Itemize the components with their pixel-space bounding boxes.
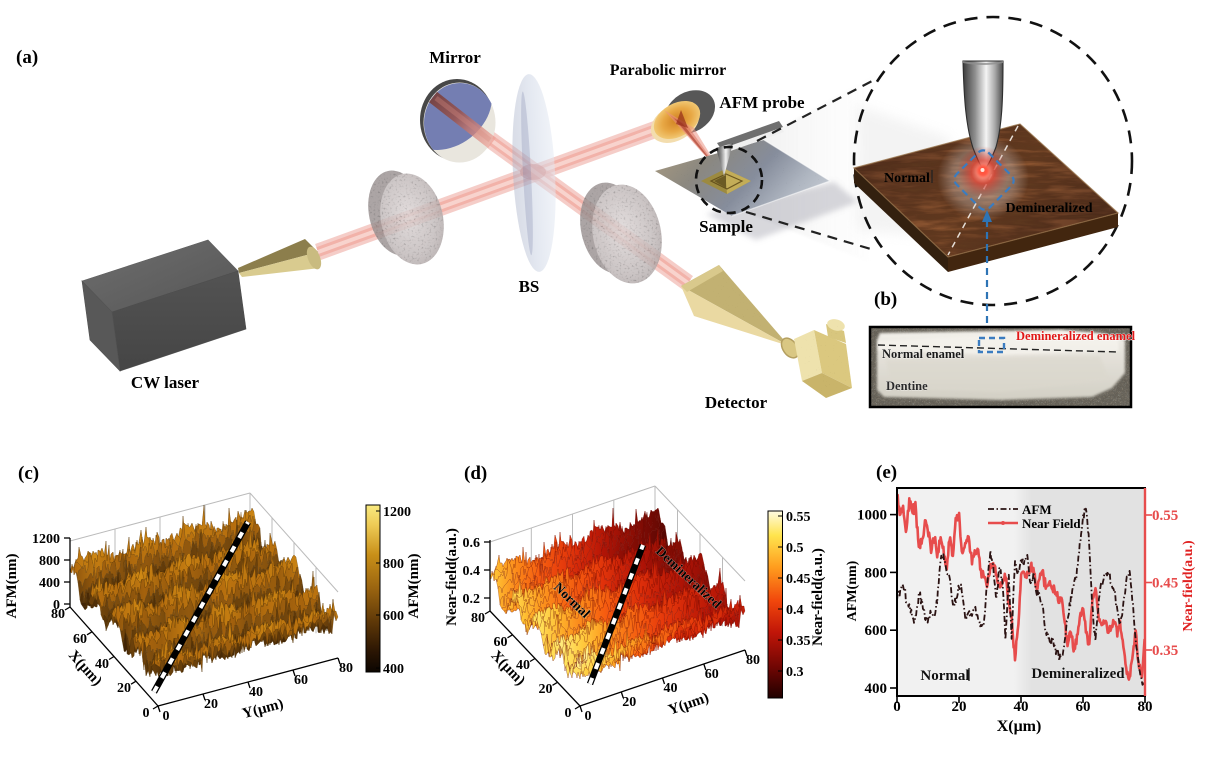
svg-text:(b): (b) bbox=[874, 289, 897, 310]
svg-text:Demineralized: Demineralized bbox=[1005, 201, 1092, 216]
svg-text:20: 20 bbox=[117, 681, 131, 696]
svg-text:80: 80 bbox=[1138, 699, 1153, 715]
svg-text:Near-field(a.u.): Near-field(a.u.) bbox=[1181, 540, 1196, 632]
svg-text:40: 40 bbox=[249, 685, 263, 700]
svg-text:60: 60 bbox=[73, 632, 87, 647]
svg-text:80: 80 bbox=[339, 661, 353, 676]
svg-text:Sample: Sample bbox=[699, 217, 753, 236]
svg-text:400: 400 bbox=[383, 662, 404, 677]
svg-text:0: 0 bbox=[163, 709, 170, 724]
svg-text:20: 20 bbox=[539, 682, 553, 697]
svg-text:800: 800 bbox=[865, 565, 888, 581]
svg-text:40: 40 bbox=[1014, 699, 1029, 715]
svg-text:40: 40 bbox=[516, 658, 530, 673]
svg-text:CW laser: CW laser bbox=[131, 373, 200, 392]
svg-text:AFM: AFM bbox=[1022, 502, 1052, 517]
svg-text:80: 80 bbox=[471, 611, 485, 626]
svg-text:Near Field: Near Field bbox=[1022, 516, 1081, 531]
svg-text:1000: 1000 bbox=[857, 508, 887, 524]
svg-text:600: 600 bbox=[865, 623, 888, 639]
svg-text:40: 40 bbox=[664, 681, 678, 696]
svg-text:AFM probe: AFM probe bbox=[719, 93, 805, 112]
svg-text:400: 400 bbox=[39, 576, 60, 591]
svg-text:0.3: 0.3 bbox=[786, 665, 804, 680]
svg-text:1200: 1200 bbox=[383, 505, 411, 520]
svg-text:Near-field(a.u.): Near-field(a.u.) bbox=[444, 528, 460, 626]
svg-text:Demineralized enamel: Demineralized enamel bbox=[1016, 329, 1136, 343]
svg-text:0: 0 bbox=[53, 598, 60, 613]
svg-text:60: 60 bbox=[1076, 699, 1091, 715]
svg-text:80: 80 bbox=[51, 607, 65, 622]
svg-text:20: 20 bbox=[622, 695, 636, 710]
svg-text:Detector: Detector bbox=[705, 393, 768, 412]
svg-text:0: 0 bbox=[565, 706, 572, 721]
svg-text:0.55: 0.55 bbox=[786, 510, 811, 525]
svg-text:20: 20 bbox=[204, 697, 218, 712]
svg-text:0.35: 0.35 bbox=[1152, 643, 1178, 659]
svg-text:Parabolic mirror: Parabolic mirror bbox=[610, 62, 727, 79]
svg-text:Normal enamel: Normal enamel bbox=[882, 347, 965, 361]
svg-text:0: 0 bbox=[893, 699, 901, 715]
svg-text:0.45: 0.45 bbox=[786, 572, 811, 587]
svg-text:600: 600 bbox=[383, 609, 404, 624]
svg-text:Dentine: Dentine bbox=[886, 379, 928, 393]
svg-text:Normal: Normal bbox=[884, 171, 930, 186]
svg-text:0.5: 0.5 bbox=[786, 541, 804, 556]
svg-text:1200: 1200 bbox=[32, 532, 60, 547]
svg-text:AFM(nm): AFM(nm) bbox=[4, 554, 20, 619]
svg-text:(a): (a) bbox=[16, 47, 38, 68]
svg-text:60: 60 bbox=[294, 673, 308, 688]
svg-text:(d): (d) bbox=[464, 463, 487, 484]
svg-text:AFM(nm): AFM(nm) bbox=[406, 554, 422, 619]
svg-text:800: 800 bbox=[383, 557, 404, 572]
svg-text:0: 0 bbox=[143, 706, 150, 721]
svg-text:BS: BS bbox=[519, 277, 540, 296]
svg-text:Mirror: Mirror bbox=[429, 48, 481, 67]
svg-text:0.45: 0.45 bbox=[1152, 576, 1178, 592]
svg-text:0.35: 0.35 bbox=[786, 634, 811, 649]
svg-text:AFM(nm): AFM(nm) bbox=[845, 560, 860, 621]
svg-text:X(μm): X(μm) bbox=[997, 718, 1042, 735]
svg-text:0: 0 bbox=[585, 709, 592, 724]
svg-text:80: 80 bbox=[746, 653, 760, 668]
svg-text:0.4: 0.4 bbox=[786, 603, 804, 618]
svg-text:(c): (c) bbox=[18, 463, 39, 484]
svg-text:800: 800 bbox=[39, 554, 60, 569]
svg-text:0.6: 0.6 bbox=[463, 536, 481, 551]
svg-text:40: 40 bbox=[95, 657, 109, 672]
svg-text:Normal: Normal bbox=[920, 668, 969, 684]
svg-text:20: 20 bbox=[952, 699, 967, 715]
svg-text:0.55: 0.55 bbox=[1152, 508, 1178, 524]
svg-text:60: 60 bbox=[705, 667, 719, 682]
svg-text:Near-field(a.u.): Near-field(a.u.) bbox=[810, 548, 826, 646]
svg-text:Demineralized: Demineralized bbox=[1031, 666, 1125, 682]
svg-text:0.2: 0.2 bbox=[463, 592, 481, 607]
svg-text:0.4: 0.4 bbox=[463, 564, 481, 579]
svg-text:60: 60 bbox=[494, 635, 508, 650]
svg-text:(e): (e) bbox=[876, 462, 897, 483]
svg-text:400: 400 bbox=[865, 681, 888, 697]
